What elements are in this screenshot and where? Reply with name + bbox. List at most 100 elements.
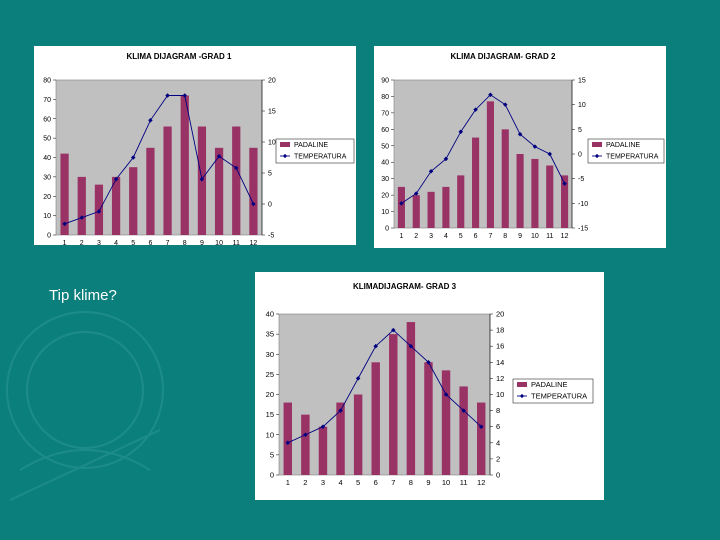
right-axis-tick-label: 18 — [496, 326, 504, 335]
x-axis-tick-label: 10 — [215, 240, 223, 245]
precipitation-bar — [406, 322, 416, 475]
left-axis-tick-label: 40 — [266, 310, 274, 319]
precipitation-bar — [232, 126, 241, 235]
legend-label-temperature: TEMPERATURA — [531, 392, 587, 401]
x-axis-tick-label: 8 — [183, 240, 187, 245]
precipitation-bar — [486, 101, 494, 228]
chart-3-svg: KLIMADIJAGRAM- GRAD 30510152025303540024… — [266, 282, 594, 487]
right-axis-tick-label: 6 — [496, 422, 500, 431]
precipitation-bar — [318, 426, 328, 475]
right-axis-tick-label: 8 — [496, 406, 500, 415]
precipitation-bar — [249, 147, 258, 235]
left-axis-tick-label: 60 — [381, 127, 389, 134]
x-axis-tick-label: 4 — [444, 233, 448, 240]
precipitation-bar — [397, 186, 405, 228]
left-axis-tick-label: 0 — [385, 226, 389, 233]
left-axis-tick-label: 10 — [43, 213, 51, 220]
x-axis-tick-label: 11 — [233, 240, 240, 245]
legend-point-swatch — [282, 153, 288, 159]
right-axis-tick-label: -5 — [268, 233, 274, 240]
precipitation-bar — [77, 176, 86, 235]
precipitation-bar — [163, 126, 172, 235]
x-axis-tick-label: 6 — [474, 233, 478, 240]
precipitation-bar — [427, 191, 435, 228]
precipitation-bar — [459, 386, 468, 475]
x-axis-tick-label: 3 — [429, 233, 433, 240]
temperature-point — [478, 424, 484, 429]
temperature-point — [473, 107, 478, 112]
left-axis-tick-label: 20 — [43, 194, 51, 201]
x-axis-tick-label: 9 — [426, 478, 430, 487]
temperature-line — [64, 95, 254, 225]
x-axis-tick-label: 5 — [356, 478, 360, 487]
precipitation-bar — [412, 195, 420, 228]
right-axis-tick-label: 10 — [496, 390, 504, 399]
left-axis-tick-label: 20 — [266, 390, 274, 399]
x-axis-tick-label: 2 — [80, 240, 84, 245]
x-axis-tick-label: 6 — [148, 240, 152, 245]
left-axis-tick-label: 50 — [43, 136, 51, 143]
x-axis-tick-label: 12 — [561, 233, 569, 240]
right-axis-tick-label: 0 — [578, 152, 582, 159]
right-axis-tick-label: 15 — [578, 78, 586, 85]
precipitation-bar — [516, 154, 524, 228]
climate-chart-city-2: KLIMA DIJAGRAM- GRAD 2 0 10 20 30 40 50 60 70 80 9… — [374, 46, 666, 248]
chart-legend: PADALINE TEMPERATURA — [275, 138, 355, 164]
legend-point-swatch — [594, 153, 600, 159]
x-axis-tick-label: 6 — [374, 478, 378, 487]
x-axis-tick-label: 9 — [518, 233, 522, 240]
precipitation-bar — [476, 402, 486, 475]
right-axis-tick-label: 15 — [268, 109, 276, 116]
left-axis-tick-label: 10 — [266, 430, 274, 439]
left-axis-tick-label: 20 — [381, 193, 389, 200]
legend-bar-swatch — [592, 142, 602, 147]
temperature-line — [401, 94, 565, 204]
legend-bar-swatch — [280, 142, 290, 147]
x-axis-tick-label: 9 — [200, 240, 204, 245]
climate-chart-city-3: KLIMADIJAGRAM- GRAD 3 0 5 10 15 20 25 30 35 40 0 2 4… — [255, 272, 604, 500]
precipitation-bar — [546, 165, 554, 228]
right-axis-tick-label: 20 — [496, 310, 504, 319]
right-axis-tick-label: 10 — [268, 140, 276, 147]
temperature-point — [320, 424, 326, 429]
precipitation-bar — [129, 167, 138, 235]
left-axis-tick-label: 35 — [266, 330, 274, 339]
precipitation-bar — [353, 394, 363, 475]
x-axis-tick-label: 3 — [321, 478, 325, 487]
left-axis-tick-label: 30 — [43, 174, 51, 181]
precipitation-bar — [561, 175, 569, 228]
precipitation-bar — [371, 362, 380, 475]
legend-bar-swatch — [517, 382, 527, 387]
x-axis-tick-label: 8 — [409, 478, 413, 487]
x-axis-tick-label: 8 — [503, 233, 507, 240]
right-axis-tick-label: 0 — [496, 471, 500, 480]
legend-label-precipitation: PADALINE — [606, 142, 640, 149]
left-axis-tick-label: 80 — [381, 94, 389, 101]
left-axis-tick-label: 80 — [43, 78, 51, 85]
legend-label-precipitation: PADALINE — [294, 142, 328, 149]
precipitation-bar — [283, 402, 293, 475]
left-axis-tick-label: 60 — [43, 116, 51, 123]
left-axis-tick-label: 30 — [381, 176, 389, 183]
left-axis-tick-label: 5 — [270, 450, 274, 459]
chart-title: KLIMA DIJAGRAM -GRAD 1 — [126, 52, 232, 61]
temperature-point — [62, 221, 67, 227]
climate-type-question: Tip klime? — [49, 287, 117, 304]
precipitation-bar — [457, 175, 465, 228]
left-axis-tick-label: 90 — [381, 78, 389, 85]
right-axis-tick-label: 10 — [578, 102, 586, 109]
precipitation-bar — [531, 158, 539, 228]
plot-area — [393, 79, 573, 229]
temperature-point — [391, 327, 396, 333]
chart-legend: PADALINE TEMPERATURA — [587, 138, 665, 164]
precipitation-bar — [146, 147, 155, 235]
right-axis-tick-label: 12 — [496, 374, 504, 383]
left-axis-tick-label: 70 — [381, 110, 389, 117]
right-axis-tick-label: 5 — [578, 127, 582, 134]
right-axis-tick-label: 14 — [496, 358, 504, 367]
right-axis-tick-label: 4 — [496, 438, 500, 447]
legend-label-temperature: TEMPERATURA — [294, 154, 347, 161]
temperature-point — [285, 440, 291, 446]
chart-1-svg: KLIMA DIJAGRAM -GRAD 101020304050607080-… — [43, 52, 355, 245]
